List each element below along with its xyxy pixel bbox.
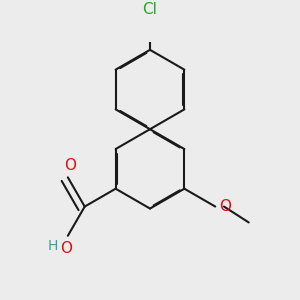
Text: O: O	[64, 158, 76, 173]
Text: O: O	[219, 199, 231, 214]
Text: O: O	[60, 241, 72, 256]
Text: H: H	[48, 239, 58, 253]
Text: Cl: Cl	[142, 2, 158, 17]
